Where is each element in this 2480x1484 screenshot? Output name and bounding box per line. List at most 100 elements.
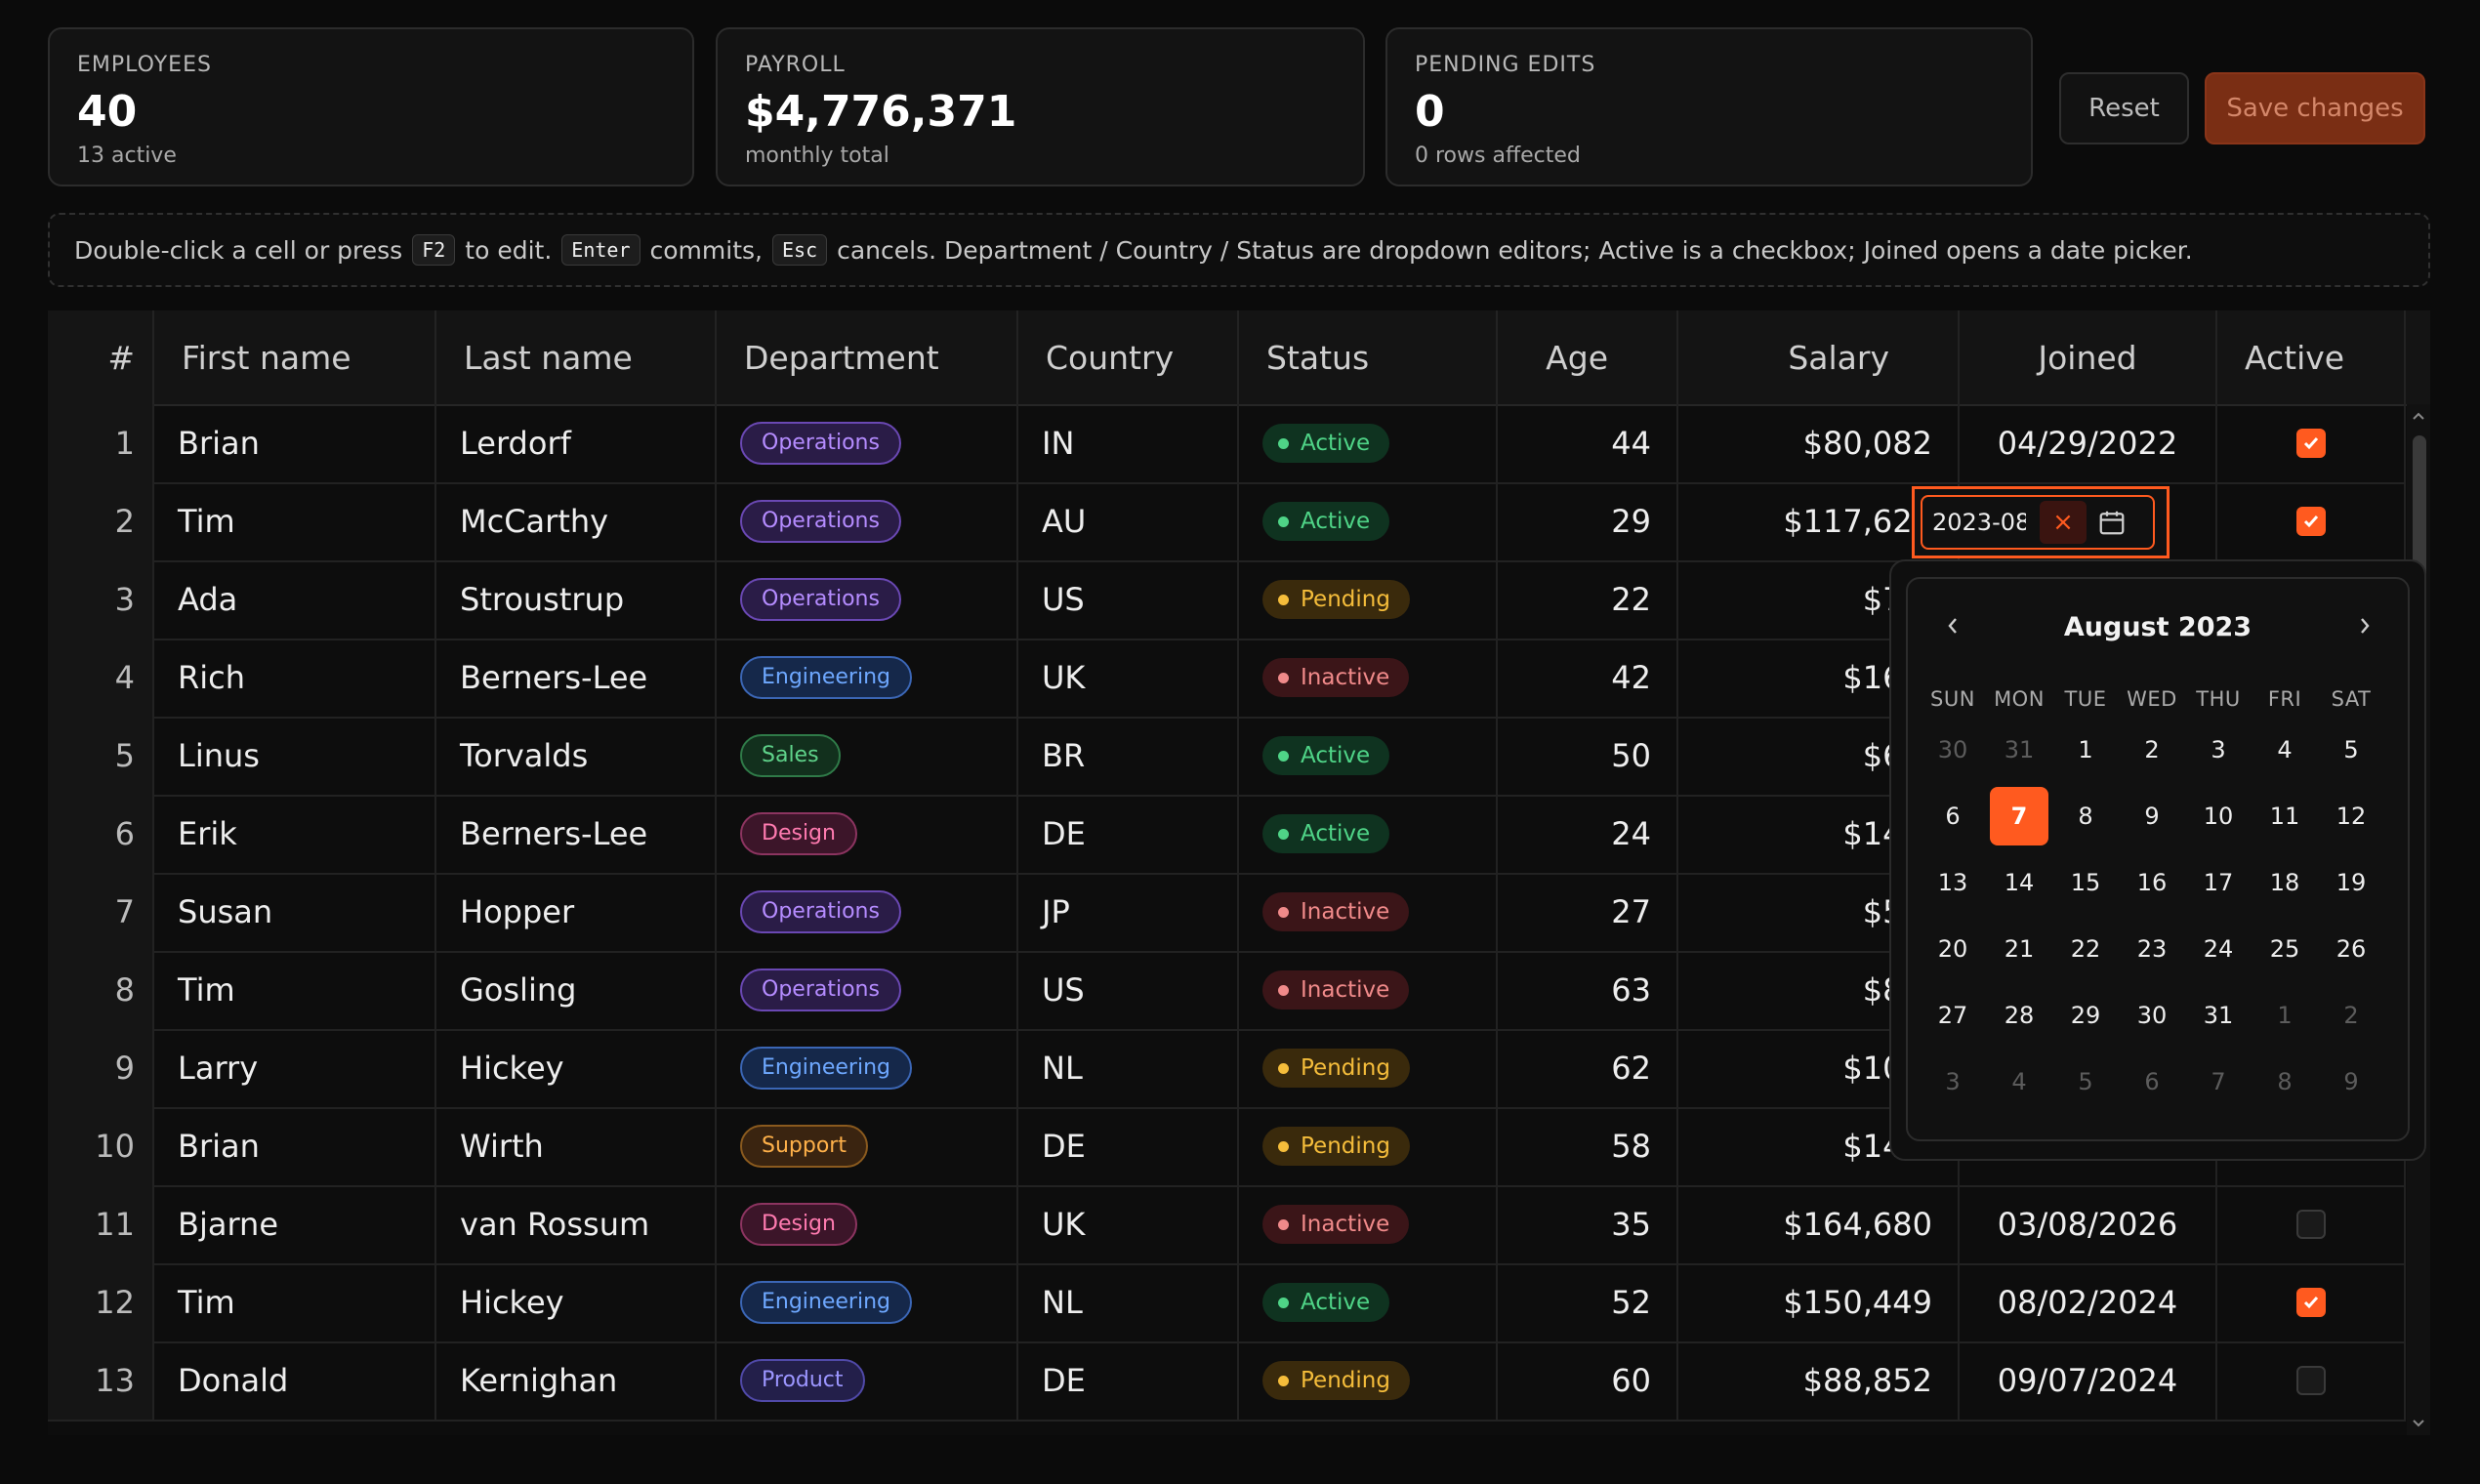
scroll-up-icon[interactable] [2407,404,2430,428]
cell-first-name[interactable]: Tim [154,951,436,1029]
cell-department[interactable]: Design [717,795,1018,873]
calendar-day[interactable]: 5 [2078,1068,2093,1095]
cell-last-name[interactable]: Wirth [436,1107,717,1185]
calendar-day[interactable]: 1 [2277,1002,2293,1029]
cell-status[interactable]: Inactive [1239,873,1498,951]
calendar-day[interactable]: 15 [2070,869,2101,896]
calendar-day[interactable]: 18 [2269,869,2300,896]
calendar-button[interactable] [2090,501,2133,544]
cell-last-name[interactable]: Hickey [436,1263,717,1341]
cell-last-name[interactable]: McCarthy [436,482,717,560]
calendar-day[interactable]: 22 [2070,935,2101,963]
calendar-day[interactable]: 8 [2277,1068,2293,1095]
calendar-day[interactable]: 8 [2078,803,2093,830]
calendar-day[interactable]: 7 [1990,787,2048,845]
prev-month-button[interactable] [1935,608,1970,643]
cell-department[interactable]: Engineering [717,639,1018,717]
calendar-day[interactable]: 10 [2203,803,2234,830]
cell-age[interactable]: 42 [1498,639,1678,717]
cell-status[interactable]: Pending [1239,1029,1498,1107]
cell-first-name[interactable]: Susan [154,873,436,951]
calendar-day[interactable]: 31 [2004,736,2035,763]
calendar-day[interactable]: 13 [1937,869,1968,896]
column-header-first-name[interactable]: First name [154,310,436,404]
cell-first-name[interactable]: Bjarne [154,1185,436,1263]
cell-age[interactable]: 52 [1498,1263,1678,1341]
cell-department[interactable]: Engineering [717,1029,1018,1107]
table-row[interactable]: 12 Tim Hickey Engineering NL Active 52 $150,449… [48,1263,2406,1343]
cell-active[interactable] [2217,1185,2406,1263]
calendar-day[interactable]: 17 [2203,869,2234,896]
calendar-day[interactable]: 4 [2011,1068,2027,1095]
calendar-day[interactable]: 14 [2004,869,2035,896]
calendar-day[interactable]: 31 [2203,1002,2234,1029]
cell-status[interactable]: Active [1239,717,1498,795]
active-checkbox[interactable] [2295,1366,2326,1395]
cell-country[interactable]: AU [1018,482,1239,560]
cell-status[interactable]: Active [1239,1263,1498,1341]
cell-first-name[interactable]: Tim [154,1263,436,1341]
column-header-country[interactable]: Country [1018,310,1239,404]
calendar-day[interactable]: 20 [1937,935,1968,963]
cell-status[interactable]: Pending [1239,560,1498,639]
table-row[interactable]: 1 Brian Lerdorf Operations IN Active 44 $80,082… [48,404,2406,484]
cell-country[interactable]: US [1018,560,1239,639]
calendar-day[interactable]: 4 [2277,736,2293,763]
cell-first-name[interactable]: Erik [154,795,436,873]
cell-country[interactable]: IN [1018,404,1239,482]
cell-last-name[interactable]: Hickey [436,1029,717,1107]
calendar-day[interactable]: 30 [2136,1002,2168,1029]
cell-joined[interactable] [1960,482,2217,560]
cell-joined[interactable]: 08/02/2024 [1960,1263,2217,1341]
cell-age[interactable]: 62 [1498,1029,1678,1107]
scroll-down-icon[interactable] [2407,1412,2430,1435]
cell-last-name[interactable]: Lerdorf [436,404,717,482]
table-row[interactable]: 13 Donald Kernighan Product DE Pending 60 $88,8… [48,1341,2406,1422]
cell-department[interactable]: Design [717,1185,1018,1263]
cell-age[interactable]: 60 [1498,1341,1678,1420]
cell-first-name[interactable]: Donald [154,1341,436,1420]
calendar-day[interactable]: 24 [2203,935,2234,963]
cell-first-name[interactable]: Larry [154,1029,436,1107]
calendar-day[interactable]: 7 [2211,1068,2226,1095]
cell-salary[interactable]: $80,082 [1678,404,1960,482]
calendar-day[interactable]: 3 [1945,1068,1961,1095]
calendar-day[interactable]: 19 [2335,869,2367,896]
cell-first-name[interactable]: Brian [154,1107,436,1185]
cell-department[interactable]: Operations [717,482,1018,560]
cell-country[interactable]: UK [1018,1185,1239,1263]
cell-active[interactable] [2217,1341,2406,1420]
table-row[interactable]: 11 Bjarne van Rossum Design UK Inactive 35 $164… [48,1185,2406,1265]
column-header-active[interactable]: Active [2217,310,2406,404]
column-header-department[interactable]: Department [717,310,1018,404]
calendar-day[interactable]: 30 [1937,736,1968,763]
column-header-salary[interactable]: Salary [1678,310,1960,404]
cell-status[interactable]: Inactive [1239,1185,1498,1263]
column-header-status[interactable]: Status [1239,310,1498,404]
calendar-day[interactable]: 21 [2004,935,2035,963]
calendar-day[interactable]: 2 [2343,1002,2359,1029]
cell-status[interactable]: Inactive [1239,951,1498,1029]
calendar-day[interactable]: 29 [2070,1002,2101,1029]
active-checkbox[interactable] [2295,1210,2326,1239]
column-header-rownum[interactable]: # [48,310,154,404]
calendar-day[interactable]: 28 [2004,1002,2035,1029]
calendar-day[interactable]: 12 [2335,803,2367,830]
cell-status[interactable]: Active [1239,482,1498,560]
cell-department[interactable]: Operations [717,404,1018,482]
active-checkbox[interactable] [2295,1288,2326,1317]
calendar-day[interactable]: 25 [2269,935,2300,963]
cell-status[interactable]: Active [1239,404,1498,482]
cell-active[interactable] [2217,404,2406,482]
cell-salary[interactable]: $150,449 [1678,1263,1960,1341]
cell-country[interactable]: NL [1018,1029,1239,1107]
cell-country[interactable]: BR [1018,717,1239,795]
save-changes-button[interactable]: Save changes [2205,72,2425,144]
column-header-age[interactable]: Age [1498,310,1678,404]
cell-salary[interactable]: $88,852 [1678,1341,1960,1420]
cell-country[interactable]: UK [1018,639,1239,717]
calendar-day[interactable]: 5 [2343,736,2359,763]
cell-age[interactable]: 24 [1498,795,1678,873]
